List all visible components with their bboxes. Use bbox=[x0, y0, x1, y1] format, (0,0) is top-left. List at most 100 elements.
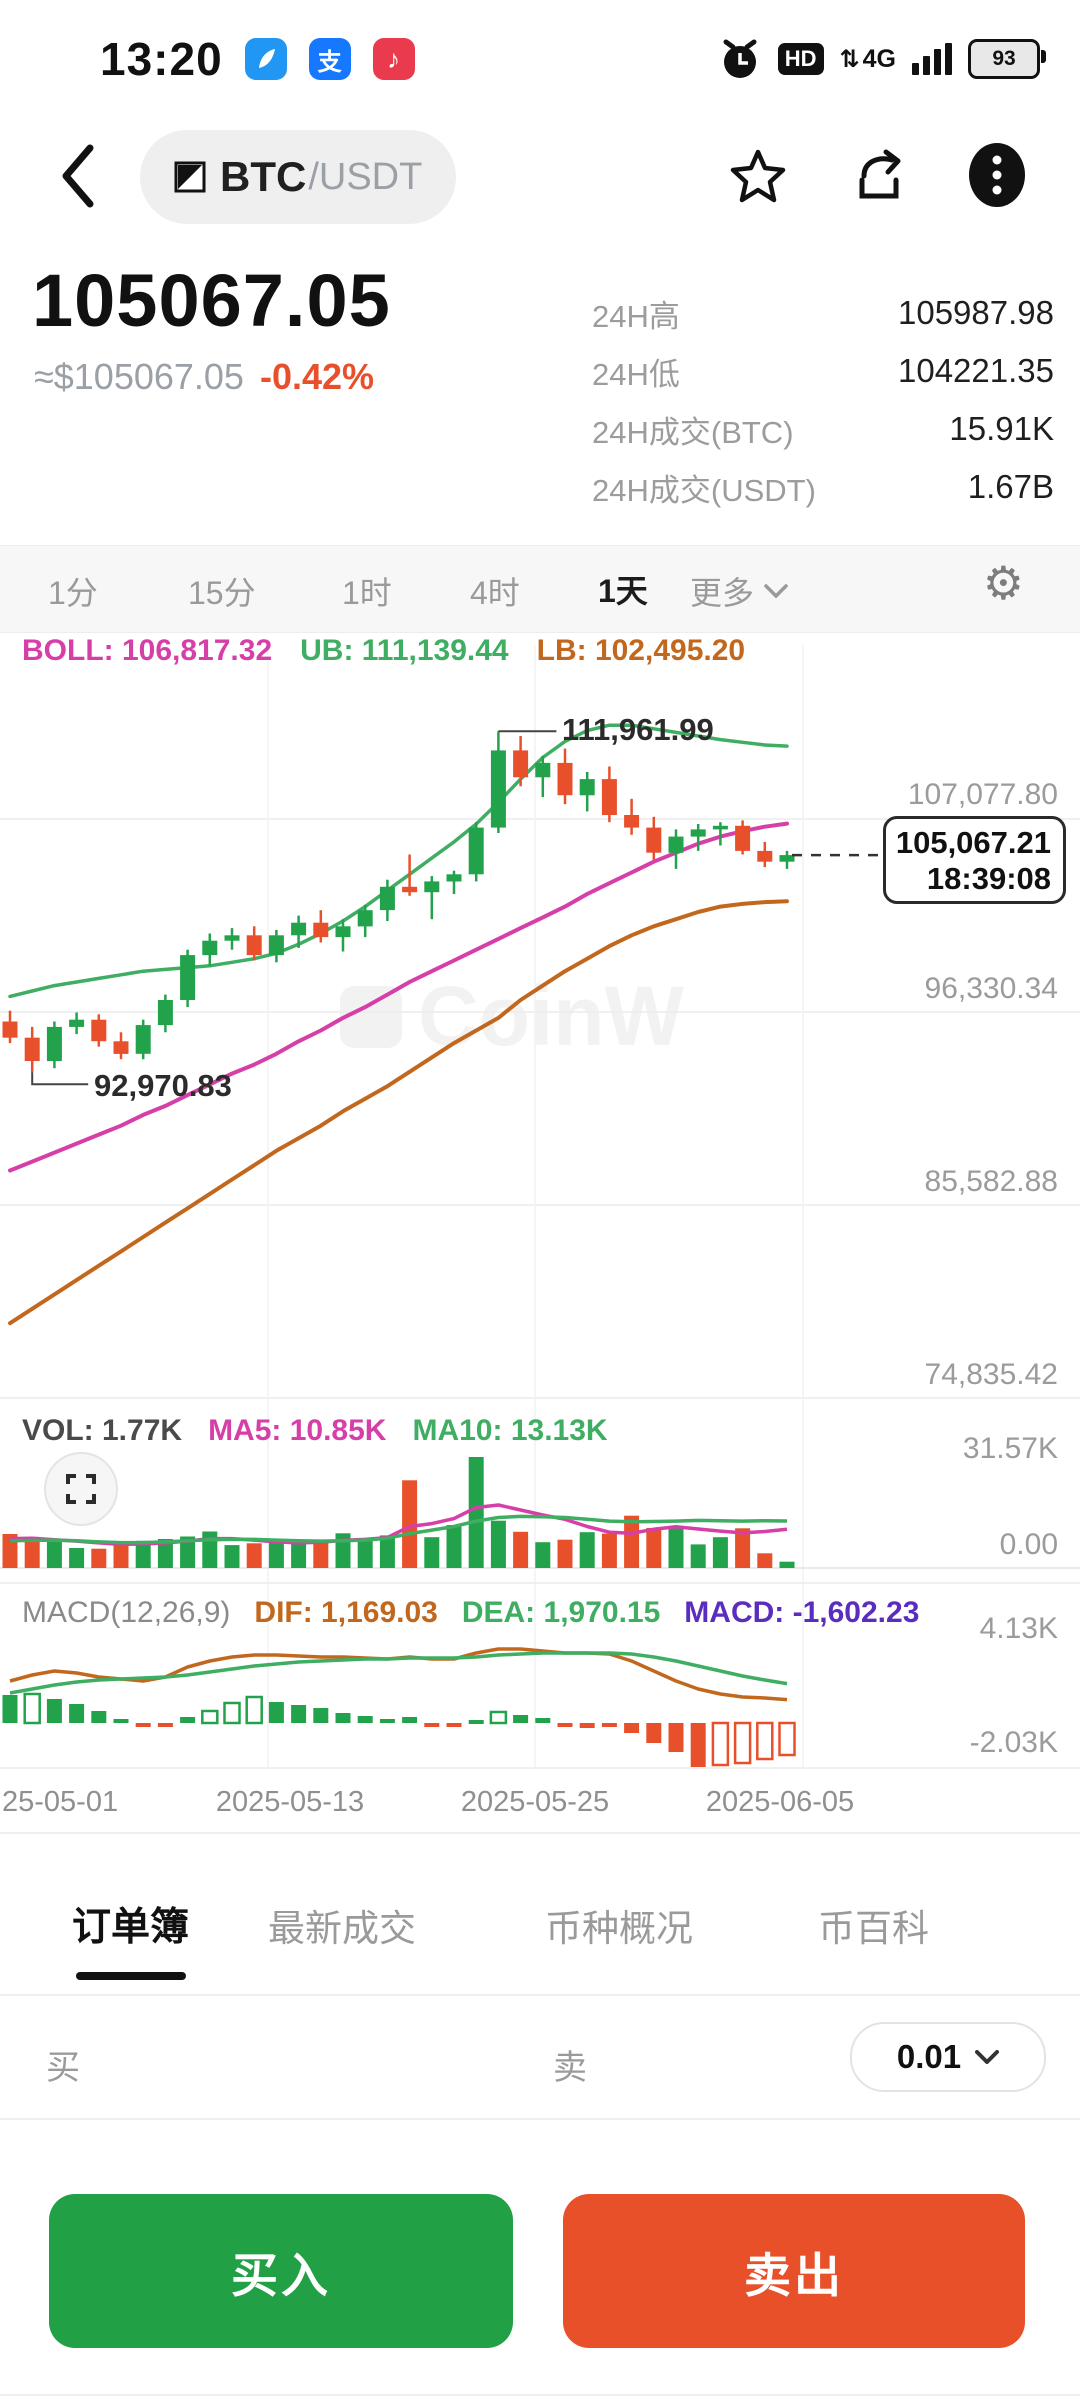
pair-base-label: BTC bbox=[220, 153, 307, 200]
chevron-down-icon bbox=[975, 2050, 1000, 2064]
chart-style-icon bbox=[174, 161, 206, 193]
depth-value: 0.01 bbox=[896, 2038, 962, 2075]
chevron-down-icon bbox=[764, 584, 788, 598]
more-label: 更多 bbox=[690, 575, 755, 611]
vol-axis-label: 0.00 bbox=[999, 1528, 1058, 1561]
stat-label: 24H成交(USDT) bbox=[592, 472, 816, 508]
battery-percent: 93 bbox=[992, 47, 1016, 70]
tab-1day[interactable]: 1天 bbox=[598, 573, 648, 609]
sell-column-label: 卖 bbox=[553, 2049, 587, 2087]
x-axis-label: 25-05-01 bbox=[2, 1786, 119, 1818]
stat-row: 24H低 104221.35 bbox=[592, 342, 1054, 400]
back-button[interactable] bbox=[58, 140, 98, 212]
price-subline: ≈$105067.05 -0.42% bbox=[34, 356, 374, 398]
expand-brackets-icon bbox=[66, 1474, 96, 1504]
current-price-box: 105,067.21 18:39:08 bbox=[882, 816, 1066, 904]
clock-time: 13:20 bbox=[100, 33, 223, 85]
stat-row: 24H成交(USDT) 1.67B bbox=[592, 458, 1054, 516]
updown-arrows-icon: ⇅ bbox=[839, 45, 860, 73]
pair-quote-label: /USDT bbox=[308, 155, 423, 198]
lb-value: LB: 102,495.20 bbox=[536, 634, 746, 667]
ub-value: UB: 111,139.44 bbox=[300, 634, 509, 667]
battery-icon: 93 bbox=[968, 39, 1046, 79]
boll-legend: BOLL: 106,817.32 UB: 111,139.44 LB: 102,… bbox=[22, 634, 745, 668]
tab-1hour[interactable]: 1时 bbox=[342, 575, 392, 611]
favorite-star-button[interactable] bbox=[726, 144, 790, 208]
macd-axis-label: 4.13K bbox=[979, 1612, 1058, 1645]
more-menu-button[interactable] bbox=[966, 142, 1028, 208]
hd-badge: HD bbox=[777, 43, 824, 75]
divider bbox=[0, 1994, 1080, 1996]
feather-icon bbox=[258, 49, 275, 68]
tab-latest-trades[interactable]: 最新成交 bbox=[268, 1908, 416, 1949]
music-note-icon: ♪ bbox=[387, 43, 401, 74]
dea-value: DEA: 1,970.15 bbox=[461, 1596, 661, 1629]
status-bar-left: 13:20 支 ♪ bbox=[100, 28, 415, 90]
price-axis-label: 85,582.88 bbox=[924, 1165, 1058, 1198]
tab-more[interactable]: 更多 bbox=[690, 568, 788, 614]
sell-button[interactable]: 卖出 bbox=[563, 2194, 1025, 2348]
music-app-icon: ♪ bbox=[372, 38, 415, 80]
macd-name: MACD(12,26,9) bbox=[22, 1596, 231, 1629]
price-axis-label: 107,077.80 bbox=[907, 778, 1058, 811]
volume-legend: VOL: 1.77K MA5: 10.85K MA10: 13.13K bbox=[22, 1414, 608, 1448]
current-time: 18:39:08 bbox=[926, 861, 1051, 896]
watermark: CoinW bbox=[340, 968, 684, 1065]
stat-value: 105987.98 bbox=[898, 294, 1054, 331]
alipay-glyph: 支 bbox=[317, 48, 342, 76]
high-annotation: 111,961.99 bbox=[562, 712, 714, 747]
section-divider bbox=[0, 1832, 1080, 1834]
stat-label: 24H高 bbox=[592, 298, 680, 334]
fiat-approx: ≈$105067.05 bbox=[34, 356, 244, 397]
signal-bars-icon bbox=[912, 43, 952, 75]
alipay-app-icon: 支 bbox=[308, 38, 351, 80]
status-bar-right: HD ⇅ 4G 93 bbox=[718, 32, 1046, 86]
alarm-clock-icon bbox=[723, 39, 757, 78]
stat-value: 104221.35 bbox=[898, 352, 1054, 389]
network-indicator: ⇅ 4G bbox=[840, 45, 896, 74]
tab-4hour[interactable]: 4时 bbox=[470, 575, 520, 611]
stat-value: 1.67B bbox=[967, 468, 1054, 505]
interval-bar bbox=[0, 545, 1080, 633]
network-type: 4G bbox=[862, 44, 896, 73]
x-axis-label: 2025-06-05 bbox=[705, 1786, 855, 1818]
chart-canvas[interactable] bbox=[0, 630, 1080, 1830]
pair-selector[interactable]: BTC/USDT bbox=[140, 130, 457, 224]
depth-select[interactable]: 0.01 bbox=[850, 2022, 1046, 2092]
share-button[interactable] bbox=[848, 146, 908, 206]
x-axis-label: 2025-05-25 bbox=[460, 1786, 610, 1818]
price-axis-label: 96,330.34 bbox=[924, 972, 1058, 1005]
buy-column-label: 买 bbox=[46, 2049, 80, 2087]
tab-orderbook[interactable]: 订单簿 bbox=[72, 1906, 190, 1949]
stats-panel: 24H高 105987.98 24H低 104221.35 24H成交(BTC)… bbox=[592, 284, 1054, 516]
ma10-value: MA10: 13.13K bbox=[412, 1414, 608, 1447]
divider bbox=[0, 2118, 1080, 2120]
macd-axis-label: -2.03K bbox=[969, 1726, 1058, 1759]
current-price: 105,067.21 bbox=[895, 825, 1051, 860]
price-axis-label: 74,835.42 bbox=[924, 1358, 1058, 1391]
active-tab-underline bbox=[76, 1972, 186, 1980]
tab-coin-overview[interactable]: 币种概况 bbox=[545, 1908, 693, 1949]
x-axis-label: 2025-05-13 bbox=[215, 1786, 365, 1818]
boll-value: BOLL: 106,817.32 bbox=[22, 634, 273, 667]
tab-coin-wiki[interactable]: 币百科 bbox=[818, 1908, 929, 1949]
tab-1min[interactable]: 1分 bbox=[48, 575, 98, 611]
sell-button-label: 卖出 bbox=[744, 2248, 844, 2302]
ma5-value: MA5: 10.85K bbox=[208, 1414, 387, 1447]
tab-15min[interactable]: 15分 bbox=[188, 575, 256, 611]
dif-value: DIF: 1,169.03 bbox=[254, 1596, 438, 1629]
buy-button-label: 买入 bbox=[231, 2248, 331, 2302]
last-price: 105067.05 bbox=[32, 259, 391, 342]
stat-label: 24H成交(BTC) bbox=[592, 414, 794, 450]
watermark-text: CoinW bbox=[418, 969, 684, 1063]
chart-settings-gear-icon[interactable]: ⚙ bbox=[982, 557, 1024, 609]
stat-value: 15.91K bbox=[949, 410, 1054, 447]
vol-axis-label: 31.57K bbox=[962, 1432, 1058, 1465]
fullscreen-expand-button[interactable] bbox=[44, 1452, 118, 1526]
bottom-hairline bbox=[0, 2394, 1080, 2396]
change-percent: -0.42% bbox=[259, 356, 375, 397]
stat-row: 24H高 105987.98 bbox=[592, 284, 1054, 342]
feather-app-icon bbox=[244, 38, 287, 80]
buy-button[interactable]: 买入 bbox=[49, 2194, 513, 2348]
